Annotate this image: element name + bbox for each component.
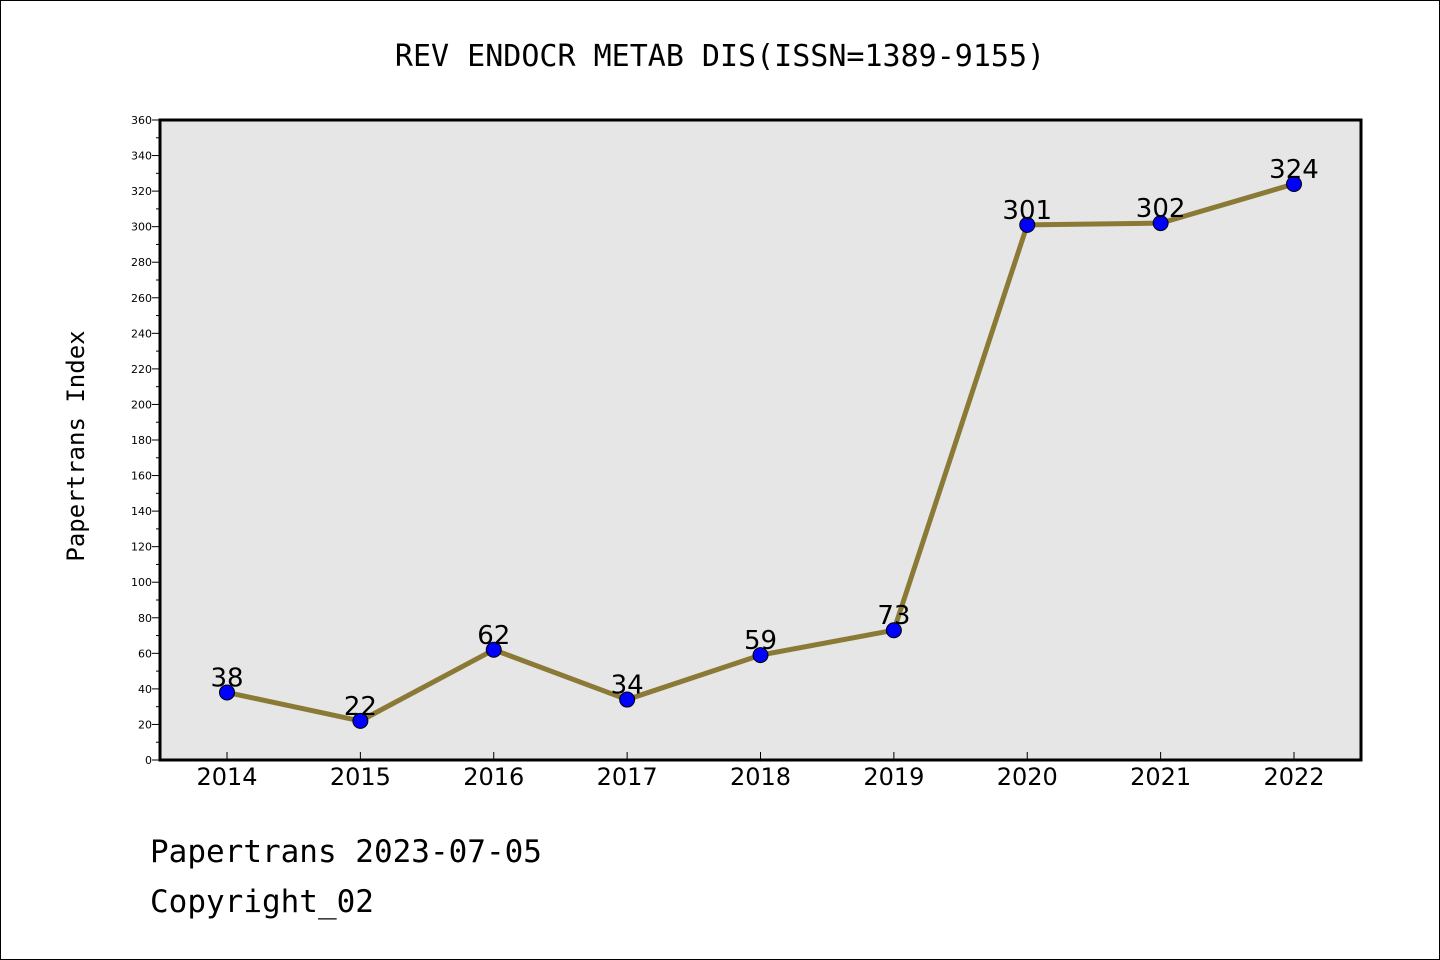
data-label: 34 xyxy=(611,671,644,701)
y-tick-label: 0 xyxy=(145,754,152,767)
x-tick-label: 2017 xyxy=(597,763,658,791)
data-point xyxy=(1019,216,1036,233)
data-label: 22 xyxy=(344,692,377,722)
data-point xyxy=(1286,176,1302,192)
data-label: 324 xyxy=(1269,155,1319,185)
y-tick-label: 60 xyxy=(138,647,152,660)
y-tick-label: 100 xyxy=(131,576,152,589)
y-axis: 0 20 40 60 80 100 120 140 160 180 200 220 240 260 280 3… xyxy=(131,114,160,767)
x-tick-label: 2022 xyxy=(1263,763,1324,791)
plot-border xyxy=(158,118,1363,762)
x-tick-label: 2018 xyxy=(730,763,791,791)
x-tick-label: 2021 xyxy=(1130,763,1191,791)
x-tick-label: 2020 xyxy=(997,763,1058,791)
y-tick-label: 220 xyxy=(131,363,152,376)
y-tick-label: 180 xyxy=(131,434,152,447)
data-point xyxy=(619,691,636,708)
data-label: 59 xyxy=(744,626,777,656)
y-tick-label: 260 xyxy=(131,292,152,305)
y-tick-label: 140 xyxy=(131,505,152,518)
data-label: 302 xyxy=(1136,194,1186,224)
data-point xyxy=(219,684,235,701)
series-group: 38 22 62 34 59 73 301 302 324 xyxy=(210,155,1319,729)
data-point xyxy=(885,622,902,639)
y-axis-label: Papertrans Index xyxy=(62,330,90,561)
x-tick-label: 2014 xyxy=(196,763,257,791)
footer-date: Papertrans 2023-07-05 xyxy=(150,834,542,870)
y-tick-label: 300 xyxy=(131,221,152,234)
x-tick-label: 2019 xyxy=(863,763,924,791)
data-label: 38 xyxy=(210,663,243,693)
data-point xyxy=(485,641,502,658)
x-tick-label: 2016 xyxy=(463,763,524,791)
y-tick-label: 240 xyxy=(131,327,152,340)
footer-copyright: Copyright_02 xyxy=(150,884,374,920)
data-label: 62 xyxy=(477,621,510,651)
data-point xyxy=(352,712,369,729)
data-point xyxy=(752,647,769,664)
y-tick-label: 80 xyxy=(138,612,152,625)
chart-title: REV ENDOCR METAB DIS(ISSN=1389-9155) xyxy=(395,39,1045,74)
y-tick-label: 40 xyxy=(138,683,152,696)
y-tick-label: 120 xyxy=(131,541,152,554)
x-tick-label: 2015 xyxy=(330,763,391,791)
data-label: 301 xyxy=(1002,196,1052,226)
y-tick-label: 20 xyxy=(138,718,152,731)
y-tick-label: 280 xyxy=(131,256,152,269)
x-axis: 2014 2015 2016 2017 2018 2019 2020 2021 2022 xyxy=(196,752,1325,791)
y-tick-label: 360 xyxy=(131,114,152,127)
data-point xyxy=(1152,215,1169,232)
y-tick-label: 200 xyxy=(131,398,152,411)
y-tick-label: 320 xyxy=(131,185,152,198)
y-tick-label: 160 xyxy=(131,470,152,483)
y-tick-label: 340 xyxy=(131,150,152,163)
data-label: 73 xyxy=(877,601,910,631)
